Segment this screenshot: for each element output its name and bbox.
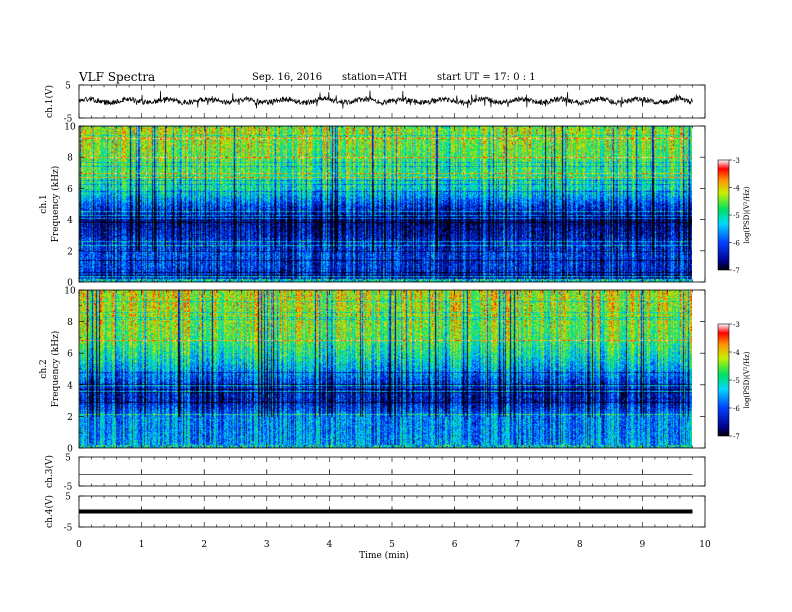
y-axis-label: Frequency (kHz) (50, 331, 61, 408)
x-tick-label: 1 (139, 540, 145, 550)
y-tick-label: 2 (67, 413, 73, 423)
x-tick-label: 4 (327, 540, 333, 550)
ch1_spectrogram-colorbar (717, 159, 730, 271)
ch2_spectrogram-colorbar (717, 323, 730, 437)
y-tick-label: 8 (67, 318, 73, 328)
y-tick-label: 4 (67, 381, 73, 391)
colorbar-tick-label: -3 (733, 157, 740, 165)
ch1_spectrogram-panel: -3 -4 -5 -6 -7 log(PSD)(V²/Hz) 0 2 4 6 8 10 ch.1 Freq… (39, 123, 751, 289)
y-tick-label: 5 (65, 493, 71, 503)
colorbar-tick-label: -7 (733, 433, 740, 441)
y-tick-label: 10 (64, 287, 76, 297)
chart-title: VLF Spectra (79, 70, 156, 84)
colorbar-tick-label: -6 (733, 240, 740, 248)
colorbar-tick-label: -4 (733, 185, 740, 193)
date-label: Sep. 16, 2016 (252, 72, 323, 83)
ch4_waveform-panel: 5 -5 ch.4(V) (44, 493, 706, 534)
channel-label: ch.2 (39, 359, 49, 378)
y-tick-label: 10 (64, 123, 76, 133)
y-tick-label: -5 (64, 483, 73, 493)
ch1_waveform-line (78, 90, 693, 109)
y-axis-label: ch.4(V) (44, 495, 55, 528)
colorbar-tick-label: -3 (733, 321, 740, 329)
colorbar-label: log(PSD)(V²/Hz) (743, 351, 751, 408)
start-time-label: start UT = 17: 0 : 1 (437, 72, 536, 83)
y-tick-label: 5 (65, 82, 71, 92)
x-axis-label: Time (min) (359, 550, 409, 561)
station-label: station=ATH (342, 72, 408, 83)
y-axis-label: ch.3(V) (44, 455, 55, 488)
y-axis-label: Frequency (kHz) (50, 166, 61, 243)
y-tick-label: 8 (67, 154, 73, 164)
y-tick-label: -5 (64, 524, 73, 534)
colorbar-tick-label: -4 (733, 349, 740, 357)
y-tick-label: 2 (67, 247, 73, 257)
colorbar-label: log(PSD)(V²/Hz) (743, 186, 751, 243)
y-tick-label: 0 (67, 445, 73, 455)
y-tick-label: -5 (64, 115, 73, 125)
x-tick-label: 2 (201, 540, 207, 550)
x-tick-label: 3 (264, 540, 270, 550)
colorbar-tick-label: -5 (733, 377, 740, 385)
y-tick-label: 6 (67, 350, 73, 360)
x-tick-label: 0 (76, 540, 82, 550)
channel-label: ch.1 (39, 194, 49, 213)
ch2_spectrogram-image (79, 290, 692, 448)
colorbar-tick-label: -7 (733, 267, 740, 275)
colorbar-tick-label: -5 (733, 212, 740, 220)
y-tick-label: 5 (65, 454, 71, 464)
x-tick-label: 7 (514, 540, 520, 550)
ch1_spectrogram-image (79, 126, 692, 282)
x-tick-label: 6 (452, 540, 458, 550)
y-axis-label: ch.1(V) (44, 85, 55, 118)
colorbar-tick-label: -6 (733, 405, 740, 413)
y-tick-label: 0 (67, 279, 73, 289)
x-tick-label: 9 (640, 540, 646, 550)
x-tick-label: 10 (699, 540, 711, 550)
x-tick-label: 5 (389, 540, 395, 550)
ch1_waveform-panel: 5 -5 ch.1(V) (44, 82, 706, 125)
ch2_spectrogram-panel: -3 -4 -5 -6 -7 log(PSD)(V²/Hz) 0 2 4 6 8 10 ch.2 Freq… (39, 287, 751, 455)
ch3_waveform-panel: 5 -5 ch.3(V) (44, 454, 706, 493)
x-tick-label: 8 (577, 540, 583, 550)
y-tick-label: 4 (67, 216, 73, 226)
y-tick-label: 6 (67, 185, 73, 195)
